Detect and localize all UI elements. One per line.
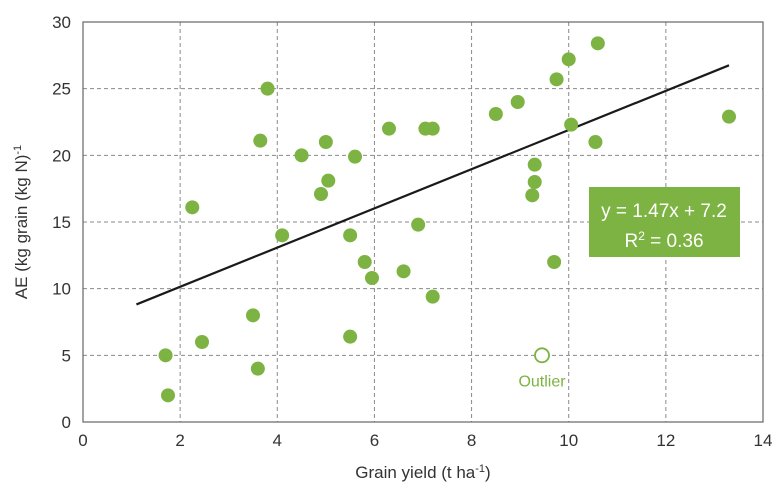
data-point [246, 308, 260, 323]
data-point [343, 329, 358, 344]
x-tick-label: 4 [273, 431, 282, 450]
x-axis-label: Grain yield (t ha-1) [355, 463, 490, 482]
x-tick-label: 8 [467, 431, 476, 450]
data-point [185, 200, 200, 215]
r-squared-label: R2 = 0.36 [624, 229, 703, 252]
y-tick-label: 0 [62, 413, 71, 432]
data-point [161, 388, 175, 403]
y-tick-label: 15 [52, 213, 71, 232]
x-tick-label: 2 [175, 431, 184, 450]
data-point [488, 107, 503, 121]
data-point [525, 188, 540, 203]
r-squared-symbol: R [624, 231, 638, 252]
data-point [722, 109, 736, 124]
x-axis-label-main: Grain yield (t ha [355, 463, 476, 482]
data-point [382, 121, 396, 136]
y-tick-label: 30 [52, 13, 71, 32]
plot-frame [82, 21, 764, 423]
x-tick-label: 10 [559, 431, 578, 450]
data-point [549, 72, 564, 87]
data-point [564, 117, 579, 132]
data-point [411, 217, 426, 232]
data-point [561, 52, 576, 67]
data-point [343, 228, 358, 243]
data-point [260, 81, 275, 96]
equation-box: y = 1.47x + 7.2 R2 = 0.36 [589, 187, 740, 257]
trend-line [136, 64, 730, 306]
data-point [348, 149, 362, 164]
data-point [318, 135, 333, 149]
x-axis-label-close: ) [485, 463, 491, 482]
data-point [527, 157, 542, 172]
grid-lines [83, 22, 763, 422]
x-tick-label: 0 [78, 431, 87, 450]
y-axis-label-superscript: -1 [12, 145, 24, 155]
data-point [396, 264, 411, 279]
equation-box-background [589, 187, 740, 257]
data-point [294, 148, 309, 163]
regression-equation: y = 1.47x + 7.2 [601, 201, 727, 222]
y-axis-label-main: AE (kg grain (kg N) [12, 155, 31, 300]
y-tick-label: 5 [62, 346, 71, 365]
data-point [321, 173, 336, 188]
data-points [158, 36, 736, 403]
y-axis-label: AE (kg grain (kg N)-1 [12, 145, 31, 299]
data-point [588, 135, 603, 149]
r-squared-superscript: 2 [638, 229, 645, 243]
data-point [590, 36, 605, 51]
data-point [158, 348, 173, 363]
data-point [425, 121, 440, 136]
y-tick-labels: 0 5 10 15 20 25 30 [52, 13, 71, 432]
data-point [253, 133, 268, 148]
data-point [357, 255, 372, 269]
x-tick-labels: 0 2 4 6 8 10 12 14 [78, 431, 772, 450]
data-point [425, 289, 440, 304]
outlier-label: Outlier [518, 373, 566, 390]
data-point [314, 187, 328, 201]
data-point [547, 255, 562, 269]
data-point [250, 361, 265, 376]
x-tick-label: 14 [754, 431, 773, 450]
data-point [195, 335, 209, 349]
y-tick-label: 25 [52, 80, 71, 99]
y-tick-label: 20 [52, 146, 71, 165]
x-axis-label-superscript: -1 [475, 463, 485, 475]
data-point [527, 175, 542, 189]
x-tick-label: 12 [656, 431, 675, 450]
r-squared-value: = 0.36 [645, 231, 704, 252]
outlier-point [534, 347, 550, 364]
x-tick-label: 6 [370, 431, 379, 450]
y-tick-label: 10 [52, 280, 71, 299]
data-point [275, 228, 290, 243]
data-point [510, 95, 525, 109]
data-point [365, 271, 379, 285]
